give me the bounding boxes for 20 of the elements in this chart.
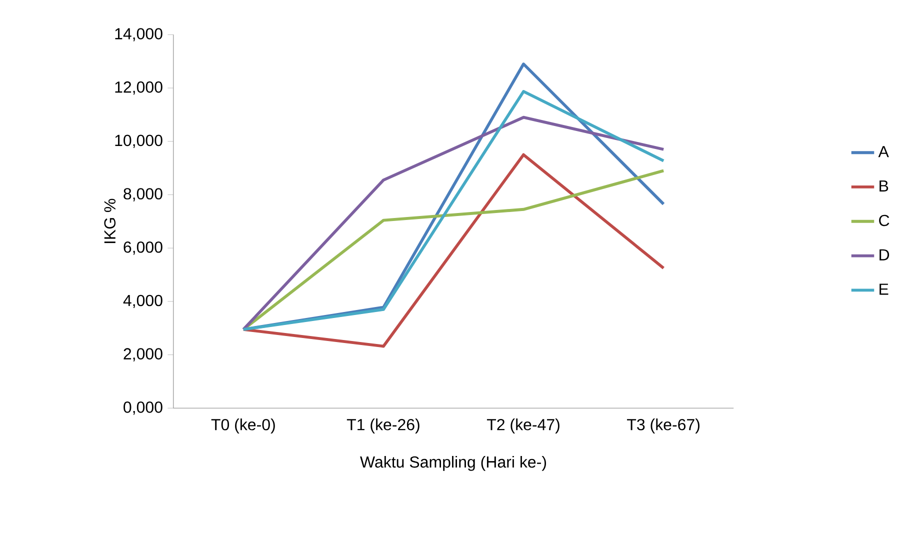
y-tick-label: 12,000 bbox=[115, 81, 162, 95]
legend-label: D bbox=[880, 249, 890, 260]
y-tick-label: 6,000 bbox=[124, 242, 162, 255]
legend-label: B bbox=[880, 180, 888, 192]
x-tick-label: T1 (ke-26) bbox=[346, 418, 420, 434]
y-tick-label: 14,000 bbox=[115, 28, 162, 42]
y-tick-label: 4,000 bbox=[123, 294, 162, 308]
legend-label: E bbox=[880, 284, 888, 295]
legend-label: C bbox=[879, 214, 890, 226]
y-axis-title: IKG % bbox=[104, 198, 116, 244]
y-tick-label: 8,000 bbox=[124, 188, 162, 202]
x-axis-title: Waktu Sampling (Hari ke-) bbox=[360, 456, 546, 471]
legend-label: A bbox=[878, 146, 889, 158]
x-tick-label: T0 (ke-0) bbox=[211, 418, 275, 434]
x-tick-label: T2 (ke-47) bbox=[486, 418, 560, 434]
y-tick-label: 0,000 bbox=[124, 402, 162, 415]
line-series bbox=[242, 153, 666, 348]
y-tick-label: 10,000 bbox=[115, 134, 162, 148]
x-tick-label: T3 (ke-67) bbox=[627, 418, 700, 434]
y-tick-label: 2,000 bbox=[124, 348, 162, 362]
